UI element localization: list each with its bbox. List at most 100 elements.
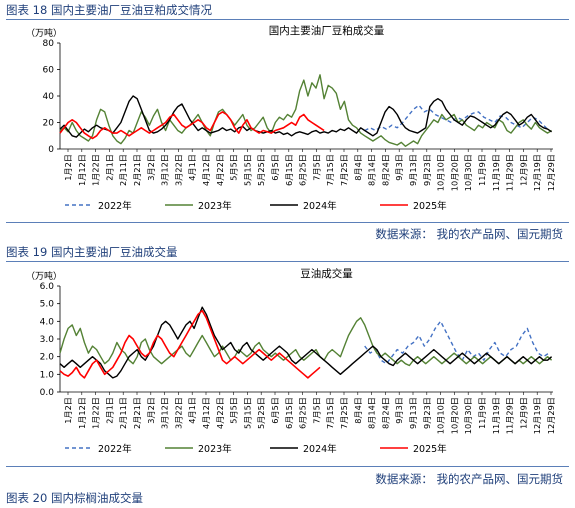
soyoil-volume-chart: 豆油成交量 （万吨） 0.0 1.0 2.0 3.0 4.0 5.0 6.0 1月2日 1月12日 1… (26, 267, 556, 455)
figure-18-source: 数据来源： 我的农产品网、国元期货 (375, 227, 563, 241)
x-tick-label: 1月22日 (91, 397, 101, 429)
x-tick-label: 11月19日 (491, 397, 501, 434)
legend-label-2023年: 2023年 (198, 443, 232, 455)
figure-19-caption: 图表 19 国内主要油厂豆油成交量 (6, 245, 178, 259)
series-line-2024年 (59, 95, 552, 138)
x-tick-label: 10月10日 (436, 154, 446, 191)
x-tick-label: 1月22日 (91, 154, 101, 186)
y-tick-label: 0 (48, 145, 54, 155)
y-tick-label: 6.0 (40, 282, 55, 292)
x-tick-label: 3月22日 (173, 154, 183, 186)
x-tick-label: 10月10日 (436, 397, 446, 434)
x-tick-label: 12月19日 (532, 397, 542, 434)
x-tick-label: 3月22日 (173, 397, 183, 429)
x-tick-label: 8月4日 (353, 154, 363, 181)
x-tick-label: 4月22日 (215, 397, 225, 429)
x-tick-label: 5月15日 (242, 397, 252, 429)
series-line-2025年 (59, 309, 321, 379)
x-tick-label: 12月29日 (546, 397, 556, 434)
x-tick-label: 12月19日 (532, 154, 542, 191)
x-tick-label: 12月29日 (546, 154, 556, 191)
x-tick-label: 11月29日 (505, 154, 515, 191)
x-tick-label: 2月21日 (132, 154, 142, 186)
x-tick-label: 1月2日 (63, 397, 73, 424)
figure-20-caption: 图表 20 国内棕榈油成交量 (6, 491, 143, 505)
x-tick-label: 1月12日 (77, 397, 87, 429)
x-tick-label: 11月19日 (491, 154, 501, 191)
x-tick-label: 8月14日 (367, 154, 377, 186)
x-tick-label: 6月25日 (298, 154, 308, 186)
figure-19-source: 数据来源： 我的农产品网、国元期货 (375, 472, 563, 486)
x-tick-label: 11月9日 (477, 397, 487, 429)
series-line-2023年 (59, 317, 553, 367)
x-tick-label: 7月5日 (311, 397, 321, 424)
x-tick-label: 12月9日 (518, 397, 528, 429)
x-tick-label: 2月21日 (132, 397, 142, 429)
y-tick-label: 1.0 (40, 370, 55, 380)
x-tick-label: 10月20日 (449, 397, 459, 434)
legend-label-2025年: 2025年 (413, 443, 447, 455)
y-unit-label: （万吨） (26, 27, 62, 39)
x-tick-label: 12月9日 (518, 154, 528, 186)
series-line-2024年 (59, 306, 553, 379)
x-tick-label: 9月3日 (394, 397, 404, 424)
x-tick-label: 6月5日 (270, 397, 280, 424)
x-tick-label: 4月1日 (187, 154, 197, 181)
x-tick-label: 11月29日 (505, 397, 515, 434)
x-tick-label: 11月9日 (477, 154, 487, 186)
x-tick-label: 3月2日 (146, 154, 156, 181)
x-tick-label: 5月5日 (229, 154, 239, 181)
x-tick-label: 2月1日 (104, 397, 114, 424)
y-tick-label: 40 (43, 92, 55, 102)
x-tick-label: 9月3日 (394, 154, 404, 181)
y-tick-label: 60 (43, 66, 55, 76)
x-tick-label: 3月12日 (160, 154, 170, 186)
legend-label-2024年: 2024年 (303, 200, 337, 212)
x-tick-label: 5月25日 (256, 154, 266, 186)
x-tick-label: 2月11日 (118, 397, 128, 429)
y-tick-label: 3.0 (40, 335, 55, 345)
figure-19-top-rule (6, 261, 569, 262)
y-tick-label: 20 (43, 119, 55, 129)
y-tick-label: 0.0 (40, 388, 55, 398)
figure-18-bottom-rule (6, 222, 569, 223)
x-tick-label: 5月15日 (242, 154, 252, 186)
chart-title: 国内主要油厂豆粕成交量 (269, 24, 385, 37)
x-tick-label: 8月24日 (380, 154, 390, 186)
x-tick-label: 4月12日 (201, 397, 211, 429)
x-tick-label: 8月14日 (367, 397, 377, 429)
x-tick-label: 4月1日 (187, 397, 197, 424)
x-tick-label: 7月25日 (339, 397, 349, 429)
x-tick-label: 7月15日 (325, 154, 335, 186)
x-tick-label: 9月23日 (422, 154, 432, 186)
x-tick-label: 4月12日 (201, 154, 211, 186)
legend-label-2025年: 2025年 (413, 200, 447, 212)
x-tick-label: 6月5日 (270, 154, 280, 181)
x-tick-label: 7月25日 (339, 154, 349, 186)
figure-18-top-rule (6, 19, 569, 20)
x-tick-label: 4月22日 (215, 154, 225, 186)
y-tick-label: 80 (43, 39, 55, 49)
series-line-2023年 (59, 74, 552, 147)
legend-label-2022年: 2022年 (98, 200, 132, 212)
x-tick-label: 9月13日 (408, 397, 418, 429)
x-tick-label: 3月2日 (146, 397, 156, 424)
series-line-2025年 (59, 111, 325, 140)
x-tick-label: 9月23日 (422, 397, 432, 429)
x-tick-label: 2月11日 (118, 154, 128, 186)
x-tick-label: 10月30日 (463, 397, 473, 434)
x-tick-label: 5月5日 (229, 397, 239, 424)
x-tick-label: 6月15日 (284, 154, 294, 186)
y-unit-label: （万吨） (26, 270, 62, 282)
x-tick-label: 8月24日 (380, 397, 390, 429)
y-tick-label: 2.0 (40, 353, 55, 363)
legend-label-2022年: 2022年 (98, 443, 132, 455)
y-tick-label: 5.0 (40, 300, 55, 310)
x-tick-label: 1月2日 (63, 154, 73, 181)
x-tick-label: 10月30日 (463, 154, 473, 191)
x-tick-label: 10月20日 (449, 154, 459, 191)
x-tick-label: 8月4日 (353, 397, 363, 424)
x-tick-label: 7月5日 (311, 154, 321, 181)
legend-label-2023年: 2023年 (198, 200, 232, 212)
